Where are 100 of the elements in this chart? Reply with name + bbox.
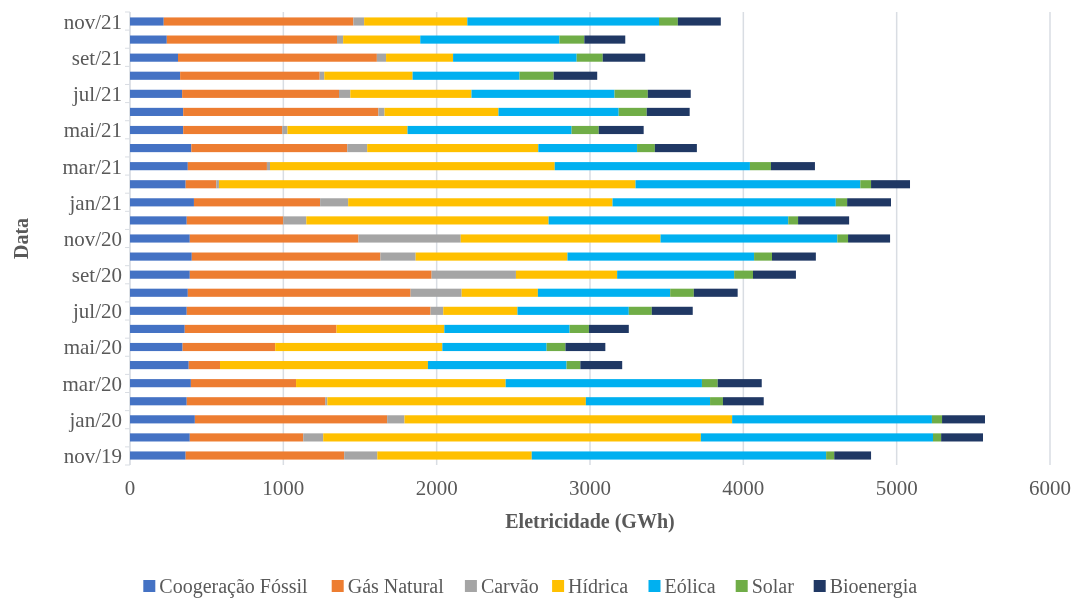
- bar: [835, 198, 848, 207]
- bar: [130, 342, 183, 352]
- legend-label: Carvão: [480, 575, 539, 597]
- bar: [453, 53, 577, 62]
- bar: [180, 71, 320, 80]
- bar: [407, 125, 572, 135]
- bar: [191, 144, 348, 153]
- y-tick-label: mai/20: [63, 335, 122, 360]
- legend-label: Bioenergia: [829, 575, 918, 598]
- bar: [185, 451, 345, 460]
- bar: [130, 71, 181, 80]
- bar: [546, 342, 566, 352]
- y-tick-label: nov/21: [63, 9, 122, 34]
- bar: [130, 216, 187, 225]
- bar: [847, 198, 891, 207]
- bar: [130, 324, 185, 333]
- x-axis-title: Eletricidade (GWh): [505, 510, 675, 533]
- bar: [567, 252, 755, 261]
- bar: [584, 35, 626, 44]
- bar: [566, 361, 581, 370]
- y-tick-label: set/20: [71, 263, 122, 288]
- bar: [722, 397, 764, 406]
- bar: [647, 89, 691, 98]
- bar: [324, 71, 413, 80]
- bar: [194, 415, 388, 424]
- bar: [130, 198, 194, 207]
- bar: [618, 107, 647, 116]
- bar: [444, 324, 570, 333]
- bar: [130, 107, 184, 116]
- bar: [461, 288, 538, 297]
- y-tick-label: jan/20: [68, 407, 122, 432]
- bar: [442, 342, 547, 352]
- bar: [338, 89, 351, 98]
- bar: [130, 17, 164, 26]
- bar: [515, 270, 618, 279]
- bar: [306, 216, 549, 225]
- bar: [517, 306, 629, 315]
- bar: [130, 379, 191, 388]
- bar: [749, 162, 771, 171]
- bar: [186, 397, 326, 406]
- legend-label: Coogeração Fóssil: [159, 575, 309, 598]
- bar: [646, 107, 690, 116]
- bar: [410, 288, 462, 297]
- bar: [460, 234, 661, 243]
- bar: [941, 433, 983, 442]
- bar: [130, 361, 189, 370]
- x-tick-label: 5000: [875, 476, 918, 500]
- bar: [770, 162, 815, 171]
- bar: [183, 107, 379, 116]
- bar: [130, 53, 178, 62]
- bar: [323, 433, 701, 442]
- bar: [538, 144, 638, 153]
- bar: [386, 53, 454, 62]
- legend-label: Gás Natural: [347, 575, 445, 597]
- bar: [848, 234, 891, 243]
- bar: [710, 397, 723, 406]
- bar: [384, 107, 499, 116]
- y-axis-title: Data: [10, 217, 32, 260]
- bar: [163, 17, 354, 26]
- bar: [182, 89, 339, 98]
- bar: [320, 198, 349, 207]
- bar: [612, 198, 836, 207]
- legend-label: Hídrica: [568, 575, 629, 597]
- bar: [130, 144, 192, 153]
- bar: [826, 451, 835, 460]
- bar: [130, 252, 192, 261]
- bar: [415, 252, 568, 261]
- bar: [283, 216, 307, 225]
- bar: [548, 216, 789, 225]
- bar: [348, 198, 613, 207]
- bar: [186, 216, 284, 225]
- bar: [266, 162, 270, 171]
- bar: [754, 252, 773, 261]
- bar: [191, 252, 381, 261]
- legend-label: Solar: [751, 575, 795, 597]
- y-tick-label: jan/21: [68, 190, 122, 215]
- bar: [635, 180, 861, 189]
- bar: [717, 379, 762, 388]
- bar: [325, 397, 328, 406]
- bar: [571, 125, 599, 135]
- bar: [788, 216, 799, 225]
- bar: [216, 180, 219, 189]
- bar: [637, 144, 655, 153]
- bar: [798, 216, 850, 225]
- x-tick-label: 1000: [262, 476, 305, 500]
- bar: [189, 433, 304, 442]
- bar: [186, 306, 431, 315]
- bar: [220, 361, 428, 370]
- bar: [431, 270, 516, 279]
- bar: [430, 306, 444, 315]
- y-tick-label: nov/20: [63, 226, 122, 251]
- bar: [933, 433, 942, 442]
- bar: [327, 397, 586, 406]
- y-tick-label: mar/21: [62, 154, 122, 179]
- bar: [130, 180, 186, 189]
- bar: [130, 433, 190, 442]
- bar: [651, 306, 693, 315]
- bar: [189, 270, 432, 279]
- bar: [404, 415, 733, 424]
- bar: [734, 270, 753, 279]
